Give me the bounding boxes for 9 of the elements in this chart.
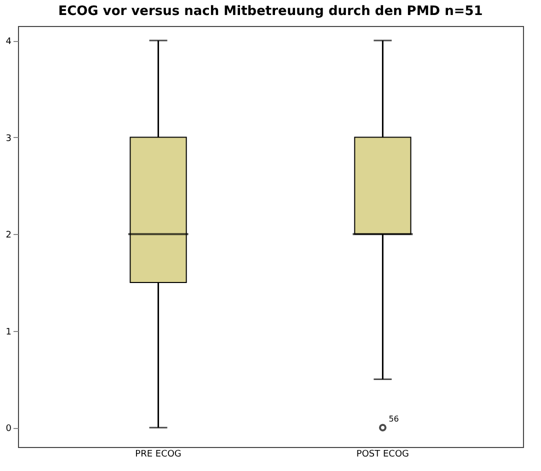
y-tick-label: 1 [6,327,12,338]
chart-title: ECOG vor versus nach Mitbetreuung durch den PMD n=51 [58,4,483,19]
y-tick-label: 2 [6,230,12,241]
x-tick-label: POST ECOG [356,450,410,460]
x-tick-label: PRE ECOG [135,450,182,460]
annotation: 56 [388,414,399,424]
y-tick-label: 4 [6,37,12,48]
y-tick-label: 3 [6,134,12,144]
y-tick-label: 0 [6,424,12,434]
